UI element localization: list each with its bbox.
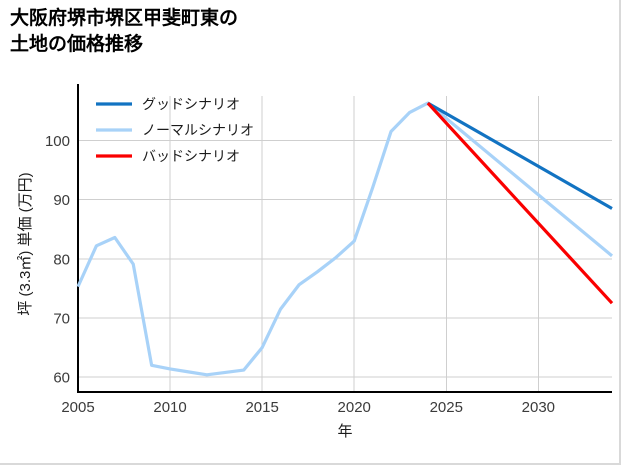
series-line-グッドシナリオ [427,101,613,210]
data-series-group [76,101,614,377]
x-tick-label: 2025 [430,399,463,416]
y-tick-label: 90 [53,192,70,209]
series-line-ノーマルシナリオ [76,101,614,377]
x-tick-label: 2020 [338,399,371,416]
x-tick-label: 2030 [522,399,555,416]
y-tick-label: 100 [45,133,70,150]
x-tick-label: 2010 [153,399,186,416]
x-axis-tick-labels: 2005 2010 2015 2020 2025 2030 [61,399,555,416]
y-tick-label: 80 [53,251,70,268]
x-tick-label: 2005 [61,399,94,416]
page-title: 大阪府堺市堺区甲斐町東の 土地の価格推移 [10,8,239,55]
y-axis-title: 坪 (3.3㎡) 単価 (万円) [17,172,34,315]
axis-spines [76,84,612,394]
series-line-バッドシナリオ [426,102,614,305]
y-axis-tick-labels: 60 70 80 90 100 [45,133,70,387]
legend-label-2: バッドシナリオ [142,148,240,164]
legend-label-1: ノーマルシナリオ [142,122,254,138]
x-axis-title: 年 [337,423,352,440]
legend-label-0: グッドシナリオ [142,96,240,112]
x-tick-label: 2015 [245,399,278,416]
gridlines-group [77,96,612,392]
y-tick-label: 60 [53,370,70,387]
y-tick-label: 70 [53,311,70,328]
